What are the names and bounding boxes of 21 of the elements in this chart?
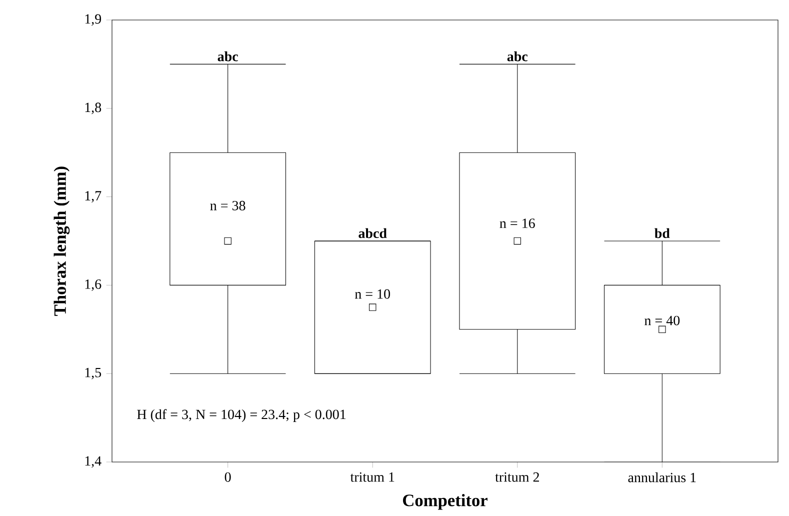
x-tick-label: tritum 1 (350, 472, 394, 482)
annotation: bd (654, 228, 670, 238)
y-tick-label: 1,7 (85, 191, 102, 202)
annotation: n = 10 (354, 289, 390, 299)
y-axis-title: Thorax length (mm) (54, 166, 70, 316)
x-tick-label: tritum 2 (495, 472, 539, 482)
x-tick-label: 0 (224, 472, 231, 482)
y-tick-label: 1,5 (85, 368, 102, 380)
annotation: abc (507, 51, 528, 62)
y-tick-label: 1,9 (85, 14, 102, 26)
y-tick-label: 1,8 (85, 102, 102, 114)
y-tick-label: 1,6 (85, 279, 102, 291)
annotation: abcd (358, 228, 387, 238)
x-tick-label: annularius 1 (628, 472, 696, 482)
annotation: n = 40 (644, 316, 680, 326)
annotation: H (df = 3, N = 104) = 23.4; p < 0.001 (137, 409, 346, 422)
annotation: abc (218, 51, 238, 62)
annotation: n = 38 (210, 200, 246, 210)
y-tick-label: 1,4 (85, 456, 102, 468)
x-axis-title: Competitor (403, 494, 488, 510)
annotation: n = 16 (500, 218, 535, 228)
